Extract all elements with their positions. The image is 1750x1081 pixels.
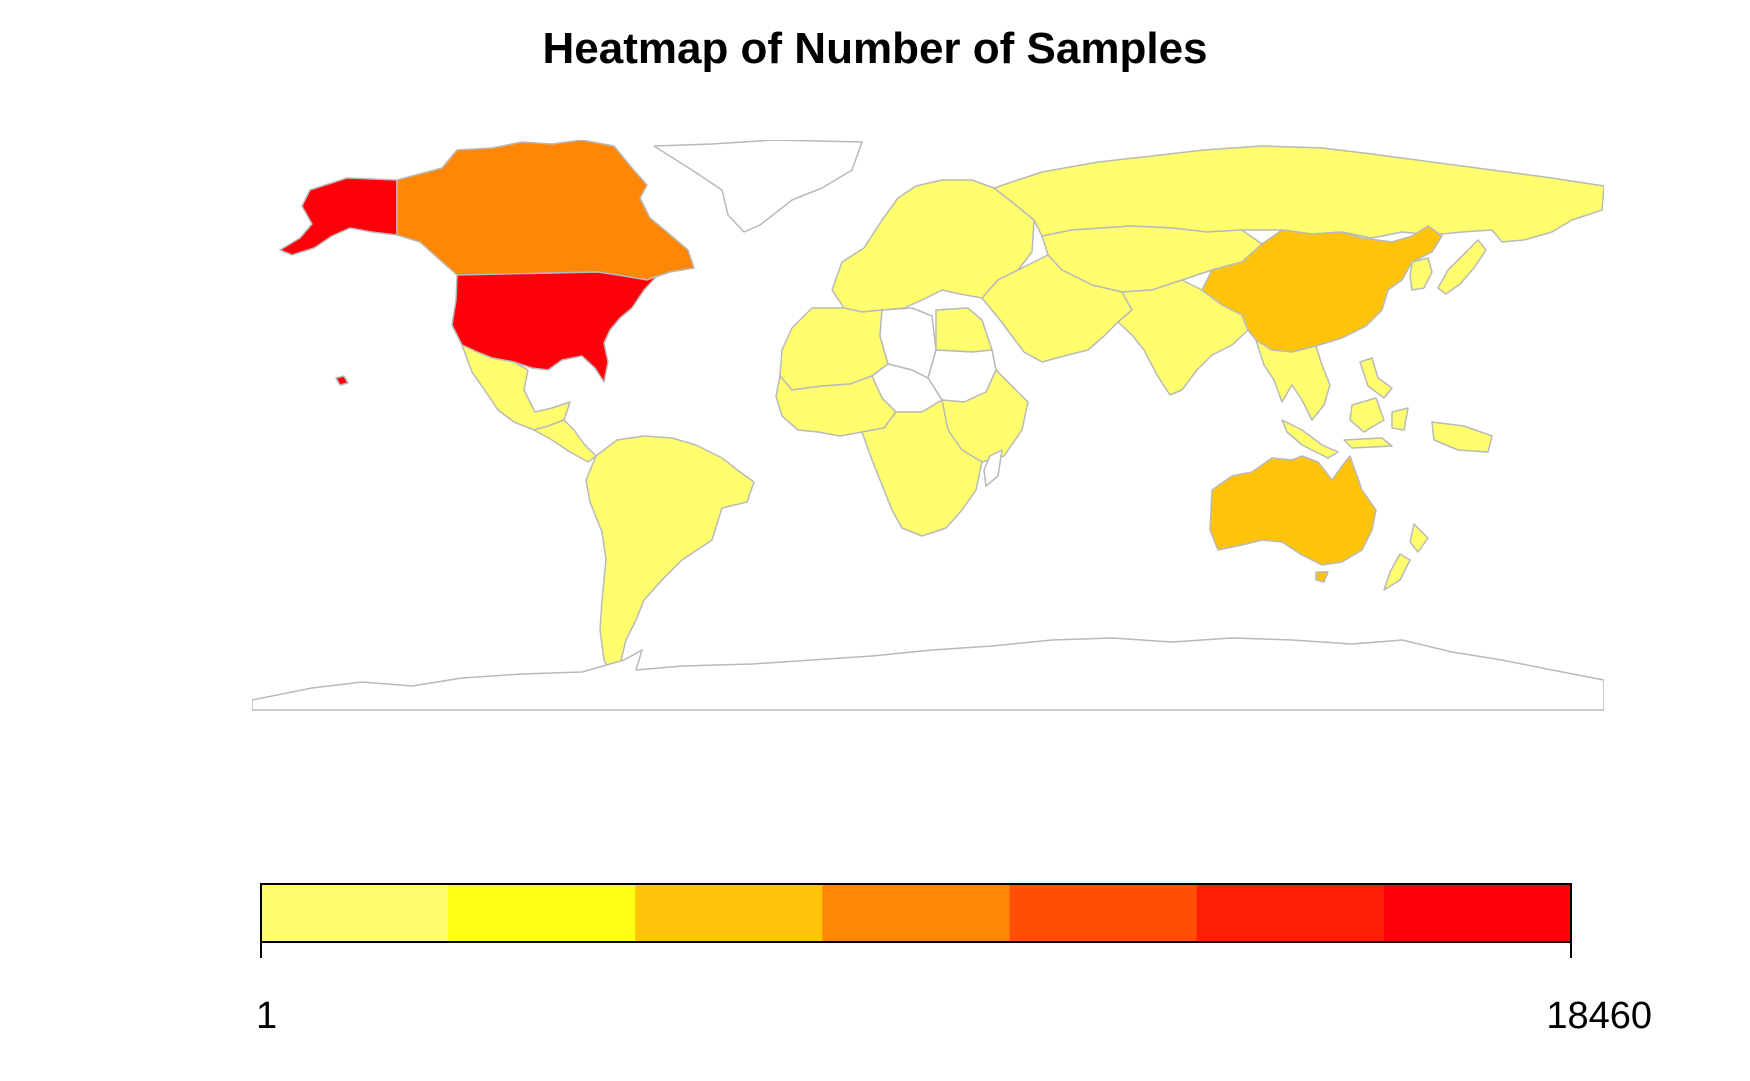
- legend-bin-6: [1196, 884, 1385, 942]
- region-hawaii: [335, 375, 349, 386]
- region-southeast-asia: [1255, 339, 1331, 421]
- legend-max-label: 18460: [1546, 995, 1652, 1037]
- region-alaska: [279, 177, 398, 256]
- legend-bin-4: [822, 884, 1011, 942]
- region-japan: [1437, 239, 1487, 295]
- legend-bin-2: [448, 884, 636, 942]
- legend-bin-7: [1383, 884, 1572, 942]
- region-south-america: [585, 435, 755, 686]
- region-philippines: [1359, 357, 1393, 399]
- region-mexico: [461, 344, 571, 431]
- legend-bin-5: [1009, 884, 1198, 942]
- legend-bin-3: [635, 884, 823, 942]
- region-antarctica: [252, 637, 1604, 711]
- region-china: [1201, 225, 1443, 353]
- region-greenland: [653, 140, 863, 233]
- legend-bin-1: [261, 884, 449, 942]
- region-tasmania: [1315, 571, 1329, 583]
- region-madagascar: [983, 449, 1003, 487]
- region-australia: [1209, 455, 1377, 566]
- region-egypt: [935, 307, 993, 353]
- world-map: [252, 140, 1604, 711]
- legend-min-label: 1: [256, 995, 278, 1037]
- region-central-america: [533, 419, 597, 463]
- color-legend: [260, 883, 1572, 958]
- region-canada: [396, 140, 695, 281]
- region-russia: [993, 145, 1604, 243]
- region-southern-africa: [861, 399, 983, 537]
- region-korea: [1409, 257, 1433, 291]
- region-new-zealand: [1383, 523, 1429, 591]
- region-indonesia: [1281, 397, 1493, 459]
- region-india: [1117, 279, 1249, 396]
- map-title: Heatmap of Number of Samples: [542, 24, 1208, 73]
